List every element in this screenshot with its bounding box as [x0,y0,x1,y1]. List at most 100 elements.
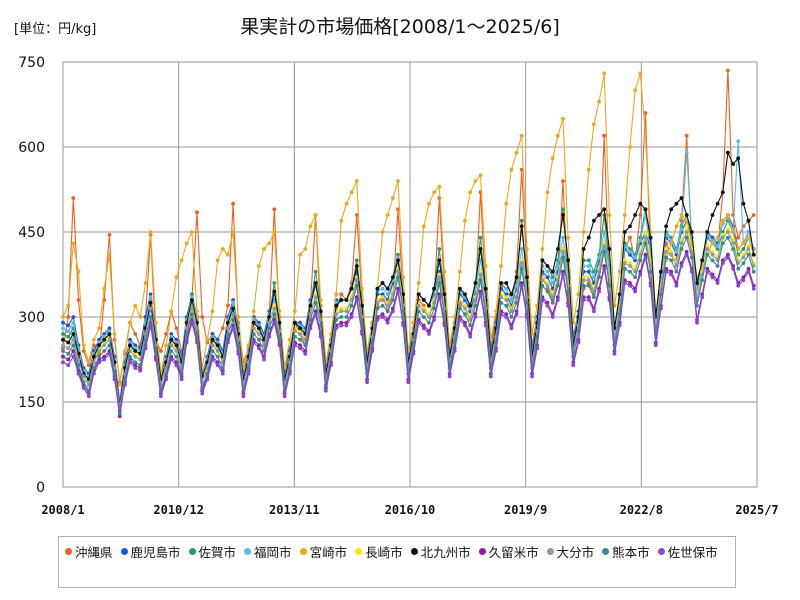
data-point [597,99,601,104]
data-point [272,303,277,308]
data-point [550,281,555,285]
data-point [354,298,359,302]
data-point [555,283,560,288]
data-point [133,349,138,353]
data-point [215,360,220,365]
data-point [561,272,565,277]
data-point [746,218,751,223]
data-point [509,309,514,314]
chart-title: 果実計の市場価格[2008/1～2025/6] [240,16,560,38]
data-point [226,326,230,331]
data-point [391,196,395,200]
data-point [61,360,65,365]
data-point [643,235,648,240]
data-point [643,255,648,260]
data-point [442,323,447,328]
data-point [380,295,385,300]
data-point [643,252,648,257]
data-point [391,309,395,314]
data-point [215,354,220,359]
data-point [586,269,591,274]
data-point [643,241,648,246]
legend-marker-icon [602,547,610,555]
data-point [607,283,612,288]
data-point [545,289,550,294]
legend-item: 佐賀市 [188,541,236,561]
data-point [360,320,364,325]
data-point [458,269,462,274]
data-point [633,275,637,280]
legend-marker-icon [546,547,554,555]
legend-item: 大分市 [546,541,594,561]
data-point [287,337,292,342]
data-point [102,332,107,336]
data-point [468,334,473,339]
data-point [257,343,261,348]
data-point [622,213,627,217]
data-point [401,275,406,280]
data-point [277,320,282,325]
data-point [731,247,735,251]
data-point [71,196,76,200]
data-point [210,357,215,362]
data-point [200,315,205,319]
data-point [664,269,668,274]
data-point [638,238,643,243]
legend-item: 北九州市 [410,541,471,561]
data-point [540,247,545,251]
data-point [622,266,627,271]
data-point [169,343,174,348]
data-point [463,306,467,311]
data-point [550,269,555,274]
data-point [602,207,607,212]
data-point [313,281,318,285]
data-point [148,292,153,297]
data-point [251,340,256,345]
data-point [195,332,199,336]
data-point [540,278,545,283]
data-point [674,201,679,206]
data-point [308,317,313,322]
data-point [416,303,421,308]
data-point [478,292,483,297]
data-point [581,247,586,251]
legend-item: 佐世保市 [657,541,718,561]
data-point [633,258,637,263]
data-point [102,334,107,339]
data-point [313,269,318,274]
data-point [81,385,86,390]
data-point [741,261,746,266]
data-point [715,281,720,285]
data-point [514,275,519,280]
data-point [272,312,277,317]
data-point [179,377,184,382]
data-point [545,190,550,195]
legend-marker-icon [355,547,363,555]
data-point [246,343,251,348]
data-point [128,360,132,365]
data-point [499,312,503,317]
data-point [308,303,313,308]
data-point [437,247,442,251]
data-point [375,317,380,322]
data-point [231,230,236,234]
data-point [736,235,741,240]
data-point [215,258,220,263]
data-point [617,269,622,274]
data-point [190,230,194,234]
data-point [607,247,612,251]
data-point [102,349,107,353]
data-point [586,283,591,288]
data-point [442,312,447,317]
data-point [184,340,189,345]
data-point [483,286,488,291]
data-point [545,275,550,280]
data-point [354,179,359,183]
data-point [128,343,132,348]
data-point [380,281,385,285]
data-point [133,332,138,336]
data-point [86,394,91,399]
data-point [458,317,462,322]
data-point [427,332,431,336]
data-point [138,368,143,373]
